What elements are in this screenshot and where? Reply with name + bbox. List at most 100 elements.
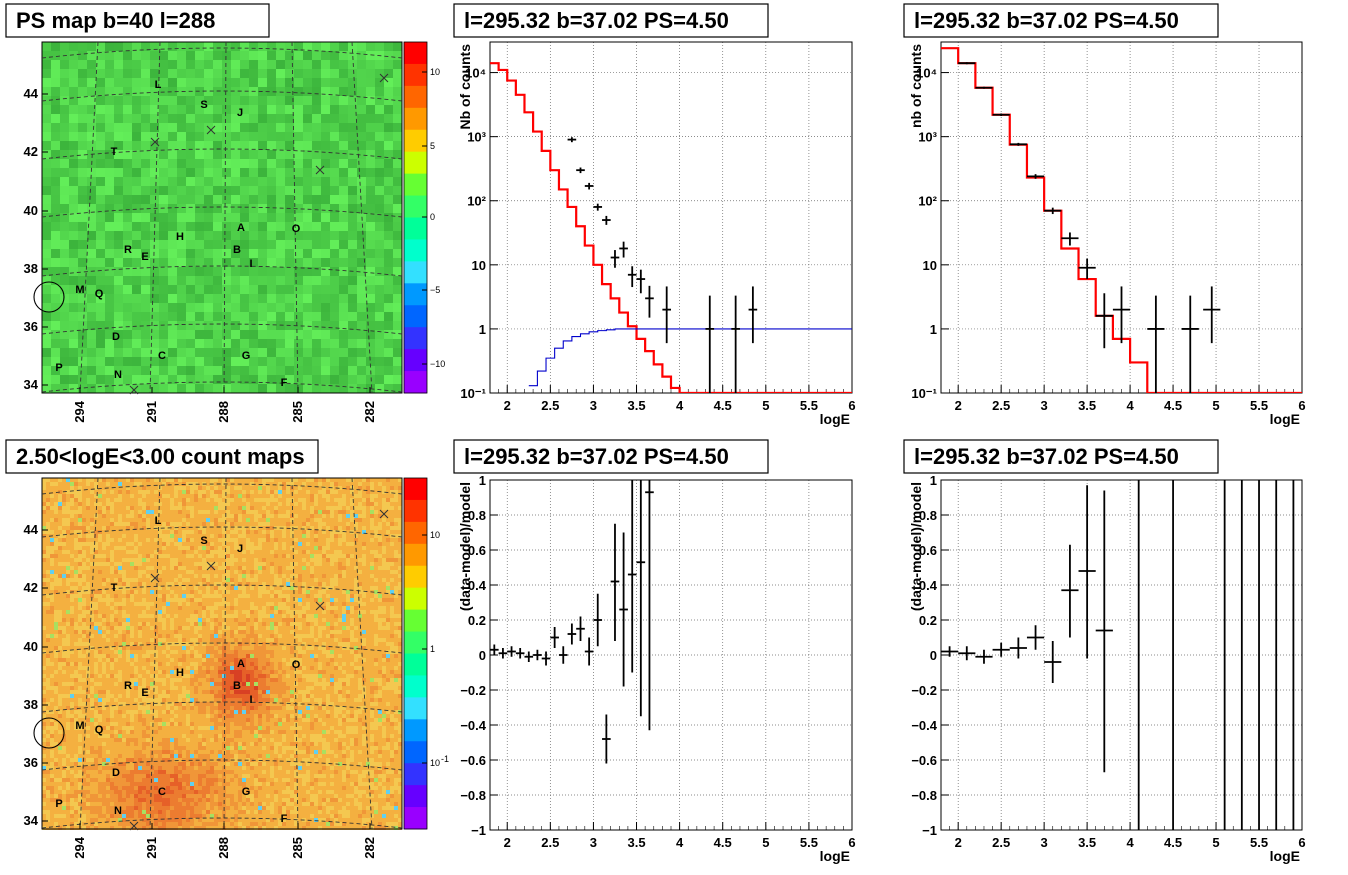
map-cell: [105, 339, 114, 348]
map-cell: [303, 294, 312, 303]
map-cell: [274, 486, 278, 490]
map-cell: [231, 78, 240, 87]
map-cell: [204, 231, 213, 240]
map-cell: [286, 558, 290, 562]
map-cell: [146, 614, 150, 618]
map-cell: [386, 574, 390, 578]
map-cell: [270, 482, 274, 486]
map-cell: [194, 606, 198, 610]
map-cell: [213, 177, 222, 186]
map-cell: [312, 375, 321, 384]
map-cell: [114, 482, 118, 486]
map-cell: [312, 213, 321, 222]
map-cell: [267, 42, 276, 51]
map-cell: [122, 490, 126, 494]
map-cell: [334, 538, 338, 542]
map-cell: [42, 78, 51, 87]
map-cell: [386, 578, 390, 582]
map-cell: [142, 530, 146, 534]
map-cell: [262, 558, 266, 562]
map-cell: [242, 562, 246, 566]
map-cell: [267, 312, 276, 321]
map-cell: [54, 594, 58, 598]
map-cell: [384, 258, 393, 267]
map-cell: [158, 526, 162, 530]
map-cell: [70, 498, 74, 502]
map-cell: [230, 494, 234, 498]
map-cell: [258, 510, 262, 514]
map-cell: [168, 312, 177, 321]
map-cell: [254, 482, 258, 486]
map-cell: [354, 594, 358, 598]
map-cell: [186, 375, 195, 384]
map-cell: [222, 348, 231, 357]
map-cell: [158, 510, 162, 514]
map-cell: [334, 602, 338, 606]
map-cell: [303, 150, 312, 159]
map-cell: [346, 566, 350, 570]
map-cell: [276, 240, 285, 249]
map-cell: [82, 578, 86, 582]
map-cell: [310, 530, 314, 534]
map-cell: [98, 546, 102, 550]
map-cell: [182, 526, 186, 530]
map-cell: [330, 566, 334, 570]
map-cell: [186, 550, 190, 554]
map-cell: [214, 514, 218, 518]
map-cell: [398, 602, 402, 606]
map-cell: [322, 542, 326, 546]
map-cell: [348, 222, 357, 231]
map-cell: [206, 514, 210, 518]
map-cell: [166, 490, 170, 494]
map-cell: [126, 494, 130, 498]
map-cell: [98, 498, 102, 502]
map-cell: [302, 554, 306, 558]
map-cell: [393, 312, 402, 321]
map-cell: [60, 177, 69, 186]
map-cell: [231, 276, 240, 285]
map-cell: [159, 285, 168, 294]
map-cell: [286, 530, 290, 534]
map-cell: [350, 494, 354, 498]
map-cell: [150, 258, 159, 267]
map-cell: [234, 554, 238, 558]
map-cell: [114, 514, 118, 518]
map-cell: [330, 586, 334, 590]
map-cell: [42, 114, 51, 123]
map-cell: [62, 606, 66, 610]
map-cell: [246, 594, 250, 598]
map-cell: [348, 321, 357, 330]
map-cell: [123, 123, 132, 132]
map-cell: [290, 522, 294, 526]
map-cell: [118, 542, 122, 546]
map-cell: [102, 486, 106, 490]
map-cell: [366, 554, 370, 558]
map-cell: [170, 534, 174, 538]
map-cell: [240, 294, 249, 303]
map-cell: [106, 562, 110, 566]
map-cell: [122, 486, 126, 490]
map-cell: [150, 177, 159, 186]
map-cell: [274, 602, 278, 606]
map-cell: [74, 554, 78, 558]
map-cell: [375, 384, 384, 393]
map-cell: [141, 267, 150, 276]
map-cell: [222, 186, 231, 195]
map-cell: [358, 502, 362, 506]
colorbar-segment: [404, 42, 427, 65]
map-cell: [94, 594, 98, 598]
map-cell: [366, 542, 370, 546]
map-cell: [326, 486, 330, 490]
map-cell: [386, 590, 390, 594]
map-cell: [177, 204, 186, 213]
map-cell: [182, 514, 186, 518]
map-cell: [214, 478, 218, 482]
map-cell: [206, 602, 210, 606]
map-cell: [286, 594, 290, 598]
map-cell: [312, 303, 321, 312]
map-cell: [174, 550, 178, 554]
map-cell: [322, 550, 326, 554]
map-cell: [118, 478, 122, 482]
map-cell: [134, 610, 138, 614]
map-cell: [321, 222, 330, 231]
